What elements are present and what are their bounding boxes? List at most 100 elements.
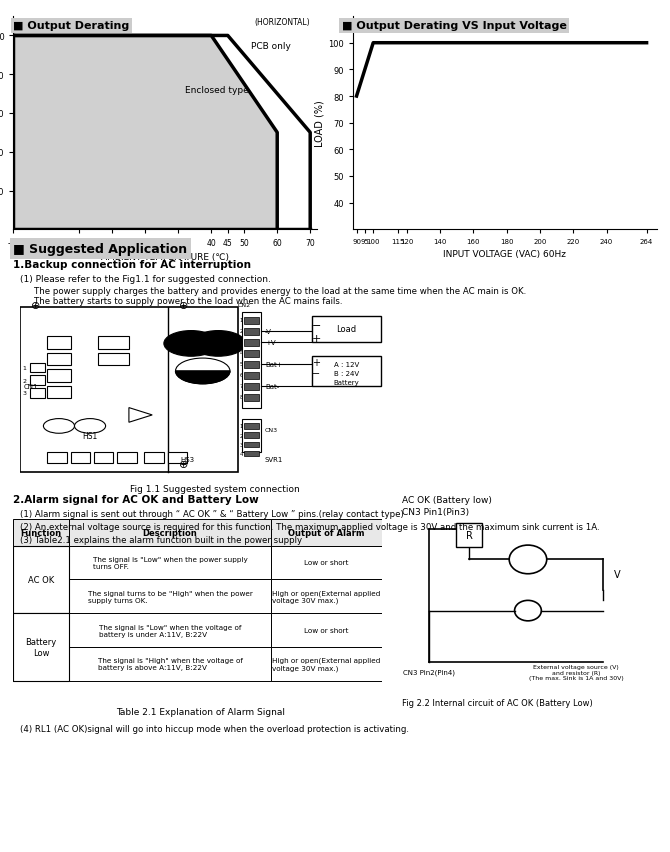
- Text: The signal is "Low" when the voltage of
battery is under A:11V, B:22V: The signal is "Low" when the voltage of …: [99, 624, 241, 636]
- Text: 1: 1: [22, 366, 26, 371]
- Bar: [13, 546, 69, 613]
- Bar: [145, 452, 164, 463]
- Bar: [13, 613, 69, 681]
- Bar: [29, 376, 46, 385]
- Text: ■ Output Derating VS Input Voltage: ■ Output Derating VS Input Voltage: [342, 21, 567, 32]
- Text: R: R: [466, 530, 472, 540]
- Y-axis label: LOAD (%): LOAD (%): [314, 101, 324, 147]
- Bar: [13, 648, 69, 681]
- Text: ■ Output Derating: ■ Output Derating: [13, 21, 130, 32]
- Circle shape: [74, 419, 106, 434]
- Bar: [20, 308, 238, 472]
- Bar: [244, 318, 259, 325]
- Text: ⊕: ⊕: [179, 460, 188, 470]
- Bar: [312, 317, 381, 343]
- Text: CN1: CN1: [24, 383, 38, 389]
- Text: PCB only: PCB only: [251, 42, 291, 50]
- Text: AC OK: AC OK: [28, 575, 54, 584]
- Bar: [48, 452, 67, 463]
- Bar: [117, 452, 137, 463]
- Bar: [69, 613, 271, 648]
- Text: Description: Description: [143, 528, 198, 538]
- Text: B : 24V: B : 24V: [334, 371, 359, 377]
- Text: The battery starts to supply power to the load when the AC mains fails.: The battery starts to supply power to th…: [34, 296, 342, 306]
- Text: Low or short: Low or short: [304, 560, 349, 566]
- Bar: [271, 579, 382, 613]
- Bar: [94, 452, 113, 463]
- Circle shape: [44, 419, 74, 434]
- Bar: [312, 357, 381, 386]
- Bar: [244, 423, 259, 429]
- Text: CN3: CN3: [265, 428, 278, 433]
- Text: (2) An external voltage source is required for this function. The maximum applie: (2) An external voltage source is requir…: [20, 522, 600, 532]
- Text: High or open(External applied
voltage 30V max.): High or open(External applied voltage 30…: [273, 657, 381, 671]
- Text: The signal is "High" when the voltage of
battery is above A:11V, B:22V: The signal is "High" when the voltage of…: [98, 658, 243, 671]
- Text: 7: 7: [240, 383, 243, 389]
- Text: 3: 3: [22, 391, 26, 396]
- Text: Output of Alarm: Output of Alarm: [288, 528, 365, 538]
- Bar: [69, 546, 271, 579]
- Bar: [48, 386, 70, 399]
- Text: 4: 4: [240, 452, 243, 457]
- Bar: [13, 613, 69, 648]
- Bar: [13, 546, 69, 579]
- Circle shape: [191, 331, 245, 357]
- Text: A : 12V: A : 12V: [334, 361, 359, 367]
- Text: SVR1: SVR1: [265, 457, 283, 463]
- Bar: [69, 520, 271, 546]
- Text: V: V: [614, 569, 620, 579]
- Bar: [168, 452, 187, 463]
- Bar: [98, 353, 129, 366]
- Text: Low or short: Low or short: [304, 627, 349, 633]
- Text: AC OK (Battery low): AC OK (Battery low): [402, 496, 492, 505]
- Text: ⊕: ⊕: [179, 301, 188, 310]
- Text: 1: 1: [240, 318, 243, 323]
- Text: The signal turns to be "High" when the power
supply turns OK.: The signal turns to be "High" when the p…: [88, 590, 253, 603]
- Text: ⊕: ⊕: [31, 301, 40, 310]
- Text: (HORIZONTAL): (HORIZONTAL): [255, 18, 310, 26]
- Bar: [13, 520, 69, 546]
- Bar: [69, 579, 271, 613]
- Bar: [244, 442, 259, 447]
- Text: ■ Suggested Application: ■ Suggested Application: [13, 243, 188, 256]
- Text: Bat+: Bat+: [265, 361, 283, 367]
- Text: 8: 8: [240, 394, 243, 400]
- Text: Fig 1.1 Suggested system connection: Fig 1.1 Suggested system connection: [129, 484, 299, 493]
- Bar: [244, 372, 259, 380]
- Text: 6: 6: [240, 372, 243, 377]
- Text: 1.Backup connection for AC interruption: 1.Backup connection for AC interruption: [13, 260, 251, 270]
- Text: 3: 3: [240, 442, 243, 447]
- Bar: [48, 353, 70, 366]
- Text: Enclosed type: Enclosed type: [185, 86, 249, 95]
- Bar: [271, 613, 382, 648]
- Text: Battery: Battery: [334, 379, 359, 385]
- Circle shape: [164, 331, 218, 357]
- Bar: [70, 452, 90, 463]
- Text: Load: Load: [336, 325, 356, 334]
- Bar: [69, 648, 271, 681]
- Text: -V: -V: [265, 328, 272, 334]
- Bar: [271, 648, 382, 681]
- Polygon shape: [13, 37, 277, 230]
- Text: CN3 Pin2(Pin4): CN3 Pin2(Pin4): [403, 669, 455, 676]
- Text: −: −: [312, 368, 320, 378]
- Text: The power supply charges the battery and provides energy to the load at the same: The power supply charges the battery and…: [34, 286, 526, 296]
- Text: 2.Alarm signal for AC OK and Battery Low: 2.Alarm signal for AC OK and Battery Low: [13, 494, 259, 504]
- Bar: [271, 520, 382, 546]
- Text: −: −: [312, 320, 321, 331]
- Text: (1) Please refer to the Fig1.1 for suggested connection.: (1) Please refer to the Fig1.1 for sugge…: [20, 274, 271, 284]
- Bar: [456, 523, 482, 548]
- Text: 5: 5: [240, 361, 243, 366]
- Text: 1: 1: [240, 424, 243, 429]
- Text: 2: 2: [240, 433, 243, 438]
- Bar: [244, 339, 259, 347]
- Circle shape: [509, 545, 547, 574]
- Bar: [244, 361, 259, 369]
- Text: 3: 3: [240, 340, 243, 345]
- Bar: [48, 337, 70, 349]
- Text: The signal is "Low" when the power supply
turns OFF.: The signal is "Low" when the power suppl…: [92, 556, 247, 569]
- Bar: [98, 337, 129, 349]
- Bar: [242, 419, 261, 452]
- Text: (1) Alarm signal is sent out through “ AC OK ” & “ Battery Low ” pins.(relay con: (1) Alarm signal is sent out through “ A…: [20, 509, 404, 519]
- Text: Bat-: Bat-: [265, 383, 279, 389]
